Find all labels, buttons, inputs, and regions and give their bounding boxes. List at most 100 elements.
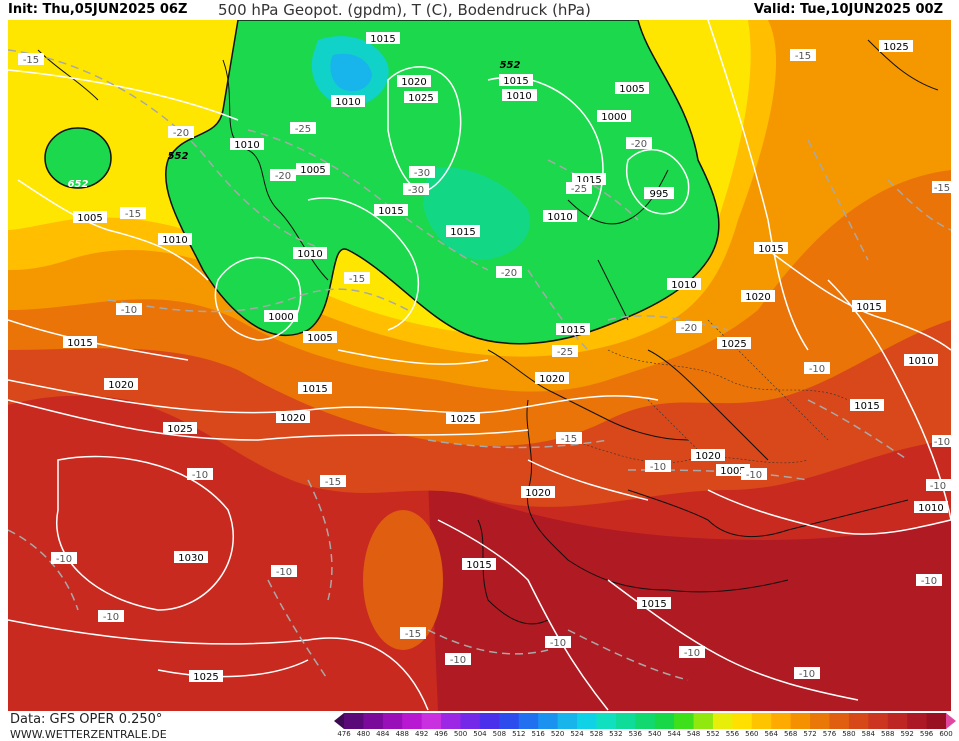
- svg-text:-10: -10: [450, 655, 466, 666]
- colorbar-tick-label: 556: [725, 730, 740, 738]
- colorbar-segment: [538, 713, 559, 729]
- svg-text:1010: 1010: [908, 356, 933, 367]
- svg-text:1025: 1025: [883, 42, 908, 53]
- svg-text:-15: -15: [561, 434, 577, 445]
- colorbar-tick-label: 512: [512, 730, 526, 738]
- svg-text:1025: 1025: [193, 672, 218, 683]
- isobar-label: 1010: [904, 354, 938, 367]
- temp-label: -20: [676, 321, 702, 334]
- colorbar-segment: [771, 713, 792, 729]
- svg-text:1005: 1005: [720, 466, 745, 477]
- colorbar-segment: [460, 713, 481, 729]
- isobar-label: 1020: [535, 372, 569, 385]
- svg-text:-15: -15: [349, 274, 365, 285]
- svg-text:1030: 1030: [178, 553, 203, 564]
- svg-text:-20: -20: [631, 139, 647, 150]
- temp-label: -10: [679, 646, 705, 659]
- svg-text:1010: 1010: [335, 97, 360, 108]
- temp-label: -15: [320, 475, 346, 488]
- colorbar-tick-label: 568: [783, 730, 798, 738]
- svg-text:1010: 1010: [506, 91, 531, 102]
- colorbar-tick-label: 540: [648, 730, 662, 738]
- temp-label: -10: [926, 479, 951, 492]
- svg-text:-10: -10: [192, 470, 208, 481]
- svg-text:1000: 1000: [268, 312, 293, 323]
- temp-label: -15: [932, 181, 951, 194]
- temp-label: -25: [552, 345, 578, 358]
- svg-text:1015: 1015: [67, 338, 92, 349]
- colorbar-segment: [907, 713, 928, 729]
- color-scale-bar: [334, 713, 956, 729]
- colorbar-segment: [635, 713, 656, 729]
- isobar-label: 1010: [502, 89, 536, 102]
- colorbar-segment: [790, 713, 811, 729]
- svg-text:-20: -20: [501, 268, 517, 279]
- isobar-label: 1015: [374, 204, 408, 217]
- colorbar-segment: [596, 713, 617, 729]
- temp-label: -10: [545, 636, 571, 649]
- svg-text:1015: 1015: [641, 599, 666, 610]
- colorbar-segment: [499, 713, 520, 729]
- colorbar-tick-label: 532: [609, 730, 623, 738]
- svg-text:1025: 1025: [408, 93, 433, 104]
- temp-label: -15: [120, 207, 146, 220]
- svg-text:1015: 1015: [758, 244, 783, 255]
- colorbar-tick-label: 528: [589, 730, 604, 738]
- colorbar-tick-label: 596: [919, 730, 934, 738]
- isobar-label: 1015: [852, 300, 886, 313]
- svg-text:-25: -25: [571, 184, 587, 195]
- temp-label: -15: [556, 432, 582, 445]
- colorbar-tick-label: 536: [628, 730, 642, 738]
- svg-text:1020: 1020: [539, 374, 564, 385]
- isobar-label: 1015: [499, 74, 533, 87]
- isobar-label: 1005: [73, 211, 107, 224]
- colorbar-tick-label: 572: [803, 730, 817, 738]
- contour-552: [164, 20, 720, 345]
- isobar-label: 1025: [163, 422, 197, 435]
- svg-text:-30: -30: [414, 168, 430, 179]
- colorbar-tick-label: 544: [667, 730, 681, 738]
- svg-text:1025: 1025: [721, 339, 746, 350]
- svg-text:1015: 1015: [576, 175, 601, 186]
- temp-label: -20: [270, 169, 296, 182]
- svg-text:-15: -15: [125, 209, 141, 220]
- svg-text:-15: -15: [405, 629, 421, 640]
- svg-text:-30: -30: [408, 185, 424, 196]
- isobar-label: 1010: [914, 501, 948, 514]
- isobar-label: 1015: [637, 597, 671, 610]
- colorbar-segment: [363, 713, 384, 729]
- svg-text:1015: 1015: [378, 206, 403, 217]
- isobar-label: 1020: [397, 75, 431, 88]
- isobar-label: 1025: [189, 670, 223, 683]
- colorbar-tick-label: 580: [842, 730, 856, 738]
- colorbar-segment: [479, 713, 500, 729]
- temp-label: -10: [741, 468, 767, 481]
- colorbar-tick-label: 508: [492, 730, 507, 738]
- isobar-label: 1005: [615, 82, 649, 95]
- fill-596: [428, 480, 951, 711]
- isobar-label: 1025: [404, 91, 438, 104]
- isobar-label: 1020: [104, 378, 138, 391]
- colorbar-tick-label: 576: [822, 730, 837, 738]
- svg-text:-10: -10: [550, 638, 566, 649]
- init-time: Init: Thu,05JUN2025 06Z: [8, 2, 188, 17]
- isobar-label: 1010: [230, 138, 264, 151]
- colorbar-segment: [402, 713, 423, 729]
- colorbar-segment: [421, 713, 442, 729]
- isobar-label: 995: [644, 187, 674, 200]
- isobar-labels: 1015 1010 1020 1025 552 1015 1010 1005 1…: [63, 32, 948, 683]
- geopotential-label: 552: [500, 60, 521, 71]
- colorbar-tick-label: 584: [861, 730, 875, 738]
- colorbar-tick-label: 484: [376, 730, 390, 738]
- svg-text:-10: -10: [684, 648, 700, 659]
- colorbar-tick-label: 548: [686, 730, 701, 738]
- isobar-label: 1020: [521, 486, 555, 499]
- geopotential-label: 652: [68, 179, 89, 190]
- svg-text:1015: 1015: [302, 384, 327, 395]
- colorbar-tick-label: 600: [939, 730, 953, 738]
- temperature-labels: -15 -15 -20 -25 -20 -15 -20 -30 -30 -25 …: [18, 49, 951, 680]
- svg-text:1000: 1000: [601, 112, 626, 123]
- colorbar-segment: [518, 713, 539, 729]
- valid-time: Valid: Tue,10JUN2025 00Z: [753, 2, 943, 17]
- colorbar-arrow-left: [334, 713, 344, 729]
